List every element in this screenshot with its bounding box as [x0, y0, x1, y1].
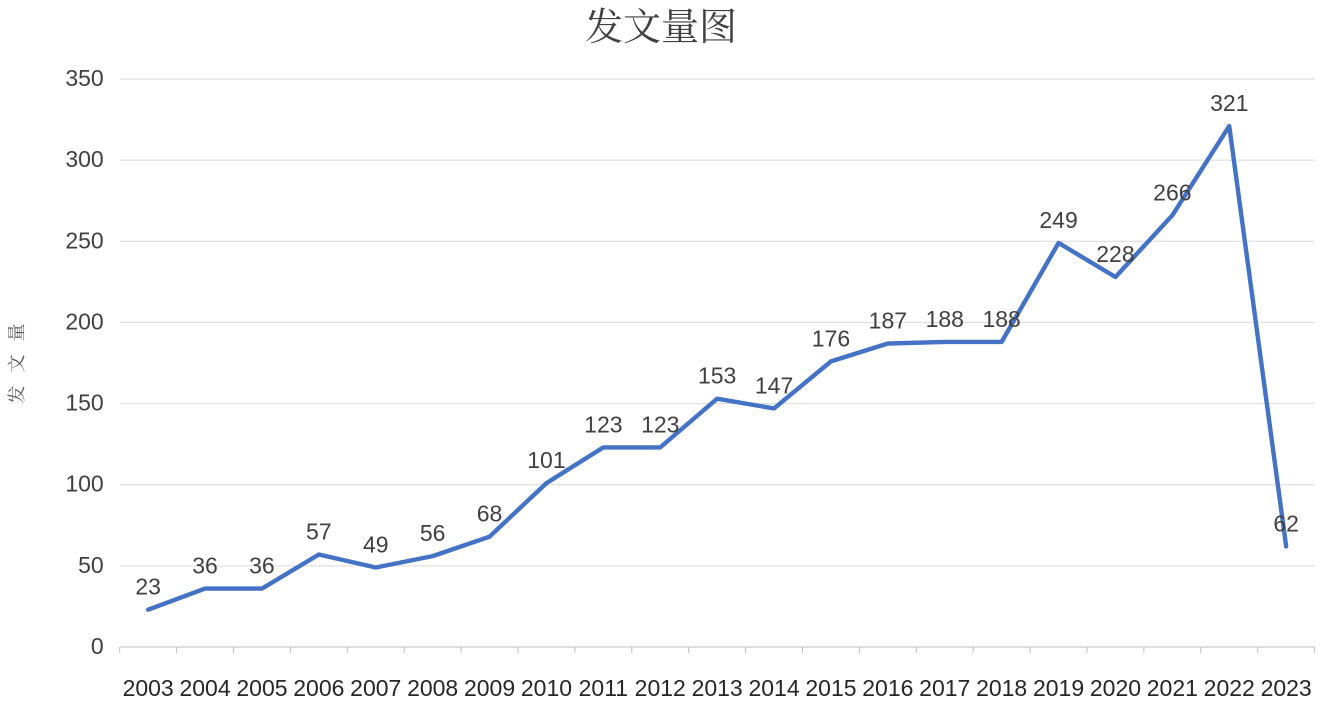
svg-text:2005: 2005 — [236, 675, 287, 701]
svg-text:2014: 2014 — [748, 675, 799, 701]
svg-text:266: 266 — [1153, 179, 1191, 205]
svg-text:188: 188 — [926, 306, 964, 332]
svg-text:2019: 2019 — [1033, 675, 1084, 701]
svg-text:23: 23 — [135, 574, 161, 600]
svg-text:2016: 2016 — [862, 675, 913, 701]
svg-text:49: 49 — [363, 531, 389, 557]
svg-text:2021: 2021 — [1147, 675, 1198, 701]
svg-text:57: 57 — [306, 519, 332, 545]
svg-text:123: 123 — [584, 411, 622, 437]
svg-text:2006: 2006 — [293, 675, 344, 701]
svg-text:36: 36 — [249, 553, 275, 579]
svg-text:150: 150 — [65, 390, 103, 416]
svg-text:100: 100 — [65, 471, 103, 497]
svg-text:2020: 2020 — [1090, 675, 1141, 701]
svg-text:101: 101 — [527, 447, 565, 473]
svg-text:2022: 2022 — [1204, 675, 1255, 701]
svg-text:200: 200 — [65, 308, 103, 334]
svg-text:2013: 2013 — [692, 675, 743, 701]
svg-text:187: 187 — [869, 308, 907, 334]
svg-text:2007: 2007 — [350, 675, 401, 701]
svg-text:2011: 2011 — [579, 675, 628, 701]
svg-text:2012: 2012 — [635, 675, 686, 701]
svg-text:2018: 2018 — [976, 675, 1027, 701]
svg-text:350: 350 — [65, 65, 103, 91]
svg-text:2003: 2003 — [123, 675, 174, 701]
svg-text:2010: 2010 — [521, 675, 572, 701]
svg-text:2009: 2009 — [464, 675, 515, 701]
svg-text:2017: 2017 — [919, 675, 970, 701]
svg-text:250: 250 — [65, 227, 103, 253]
svg-text:123: 123 — [641, 411, 679, 437]
svg-text:2004: 2004 — [179, 675, 230, 701]
svg-text:36: 36 — [192, 553, 218, 579]
svg-text:300: 300 — [65, 146, 103, 172]
svg-text:56: 56 — [420, 520, 446, 546]
svg-text:2015: 2015 — [805, 675, 856, 701]
svg-text:188: 188 — [982, 306, 1020, 332]
svg-text:176: 176 — [812, 325, 850, 351]
svg-text:50: 50 — [78, 552, 104, 578]
svg-text:249: 249 — [1039, 207, 1077, 233]
svg-text:2023: 2023 — [1261, 675, 1312, 701]
svg-text:62: 62 — [1273, 510, 1299, 536]
svg-text:68: 68 — [477, 501, 503, 527]
svg-text:147: 147 — [755, 372, 793, 398]
svg-text:321: 321 — [1210, 90, 1248, 116]
svg-text:153: 153 — [698, 363, 736, 389]
svg-text:0: 0 — [91, 633, 104, 659]
svg-text:228: 228 — [1096, 241, 1134, 267]
svg-text:2008: 2008 — [407, 675, 458, 701]
